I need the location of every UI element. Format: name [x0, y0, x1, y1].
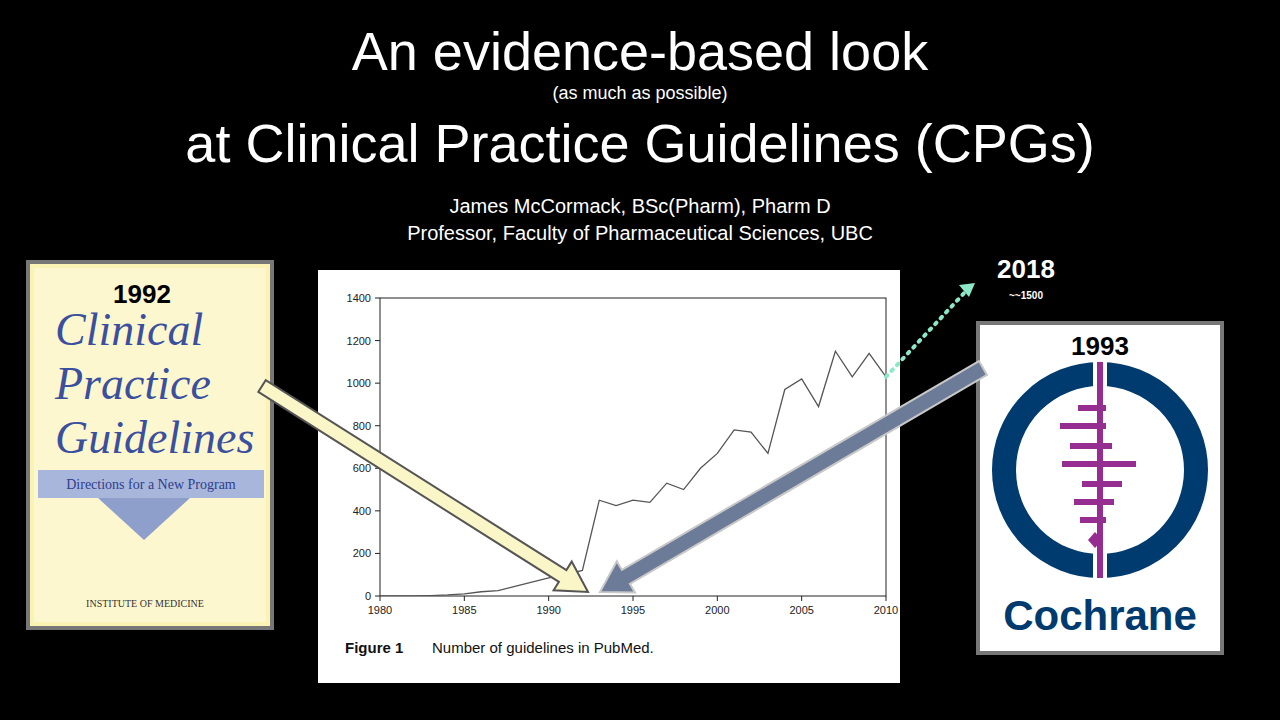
title-note: (as much as possible) — [552, 83, 727, 103]
book-arrow — [258, 380, 588, 592]
x-tick — [717, 596, 718, 601]
x-tick-label: 1985 — [452, 604, 476, 616]
logo-bar — [1060, 423, 1106, 429]
x-tick-label: 2010 — [874, 604, 898, 616]
author: James McCormack, BSc(Pharm), Pharm D — [449, 195, 830, 217]
y-tick-label: 200 — [353, 547, 371, 559]
book-cover — [28, 262, 272, 628]
y-tick — [375, 425, 380, 426]
logo-bar — [1074, 499, 1114, 505]
y-tick-label: 600 — [353, 462, 371, 474]
x-tick-label: 2005 — [789, 604, 813, 616]
book-texture — [34, 268, 266, 622]
y-tick-label: 400 — [353, 505, 371, 517]
x-tick-label: 1980 — [368, 604, 392, 616]
book-title: Guidelines — [55, 412, 254, 463]
x-tick — [801, 596, 802, 601]
chart-title: Number of guidelines in PubMed. — [432, 639, 654, 656]
logo-axis — [1097, 362, 1103, 578]
logo-bar — [1080, 517, 1106, 523]
plot-frame — [380, 298, 886, 596]
x-tick-label: 1990 — [536, 604, 560, 616]
logo-bar — [1062, 461, 1136, 467]
y-tick-label: 1400 — [347, 292, 371, 304]
projection-arrowhead — [959, 283, 975, 297]
logo-bar — [1070, 443, 1112, 449]
book-title: Clinical — [55, 304, 203, 355]
x-tick — [380, 596, 381, 601]
y-tick — [375, 340, 380, 341]
y-tick-label: 1000 — [347, 377, 371, 389]
y-tick-label: 800 — [353, 420, 371, 432]
y-tick-label: 1200 — [347, 335, 371, 347]
y-tick-label: 0 — [365, 590, 371, 602]
title-line: An evidence-based look — [352, 21, 929, 81]
x-tick-label: 1995 — [621, 604, 645, 616]
book-band — [38, 470, 264, 498]
slide: An evidence-based look(as much as possib… — [0, 0, 1280, 720]
x-tick-label: 2000 — [705, 604, 729, 616]
logo-bar — [1078, 405, 1106, 411]
logo-year: 1993 — [1071, 331, 1129, 361]
book-title: Practice — [54, 358, 211, 409]
logo-diamond — [1088, 532, 1102, 548]
x-tick — [464, 596, 465, 601]
book-triangle — [98, 498, 190, 540]
y-tick — [375, 553, 380, 554]
book-publisher: INSTITUTE OF MEDICINE — [86, 598, 204, 609]
y-tick — [375, 510, 380, 511]
y-tick — [375, 596, 380, 597]
y-tick — [375, 298, 380, 299]
logo-box — [978, 323, 1222, 653]
logo-name: Cochrane — [1003, 592, 1197, 639]
logo-arrow — [600, 361, 987, 592]
affiliation: Professor, Faculty of Pharmaceutical Sci… — [407, 222, 873, 244]
y-tick — [375, 383, 380, 384]
x-tick — [548, 596, 549, 601]
logo-bar — [1082, 481, 1122, 487]
title-line: at Clinical Practice Guidelines (CPGs) — [185, 113, 1094, 173]
projection-year: 2018 — [997, 254, 1055, 284]
x-tick — [633, 596, 634, 601]
x-tick — [886, 596, 887, 601]
projection-arrow — [886, 290, 967, 377]
projection-value: ~~1500 — [1009, 290, 1043, 301]
figure-label: Figure 1 — [345, 639, 403, 656]
book-subtitle: Directions for a New Program — [66, 477, 236, 492]
